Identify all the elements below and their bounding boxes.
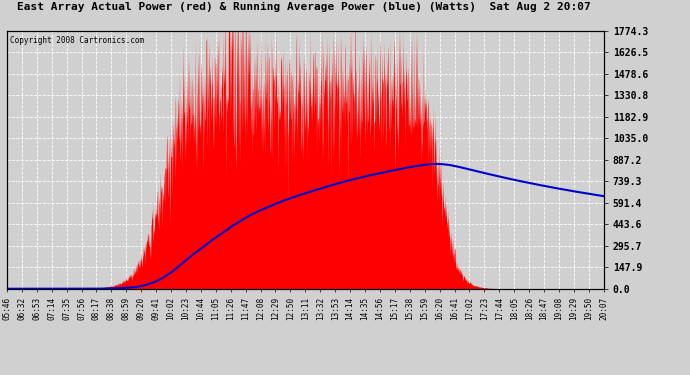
Text: Copyright 2008 Cartronics.com: Copyright 2008 Cartronics.com [10, 36, 144, 45]
Text: East Array Actual Power (red) & Running Average Power (blue) (Watts)  Sat Aug 2 : East Array Actual Power (red) & Running … [17, 2, 591, 12]
